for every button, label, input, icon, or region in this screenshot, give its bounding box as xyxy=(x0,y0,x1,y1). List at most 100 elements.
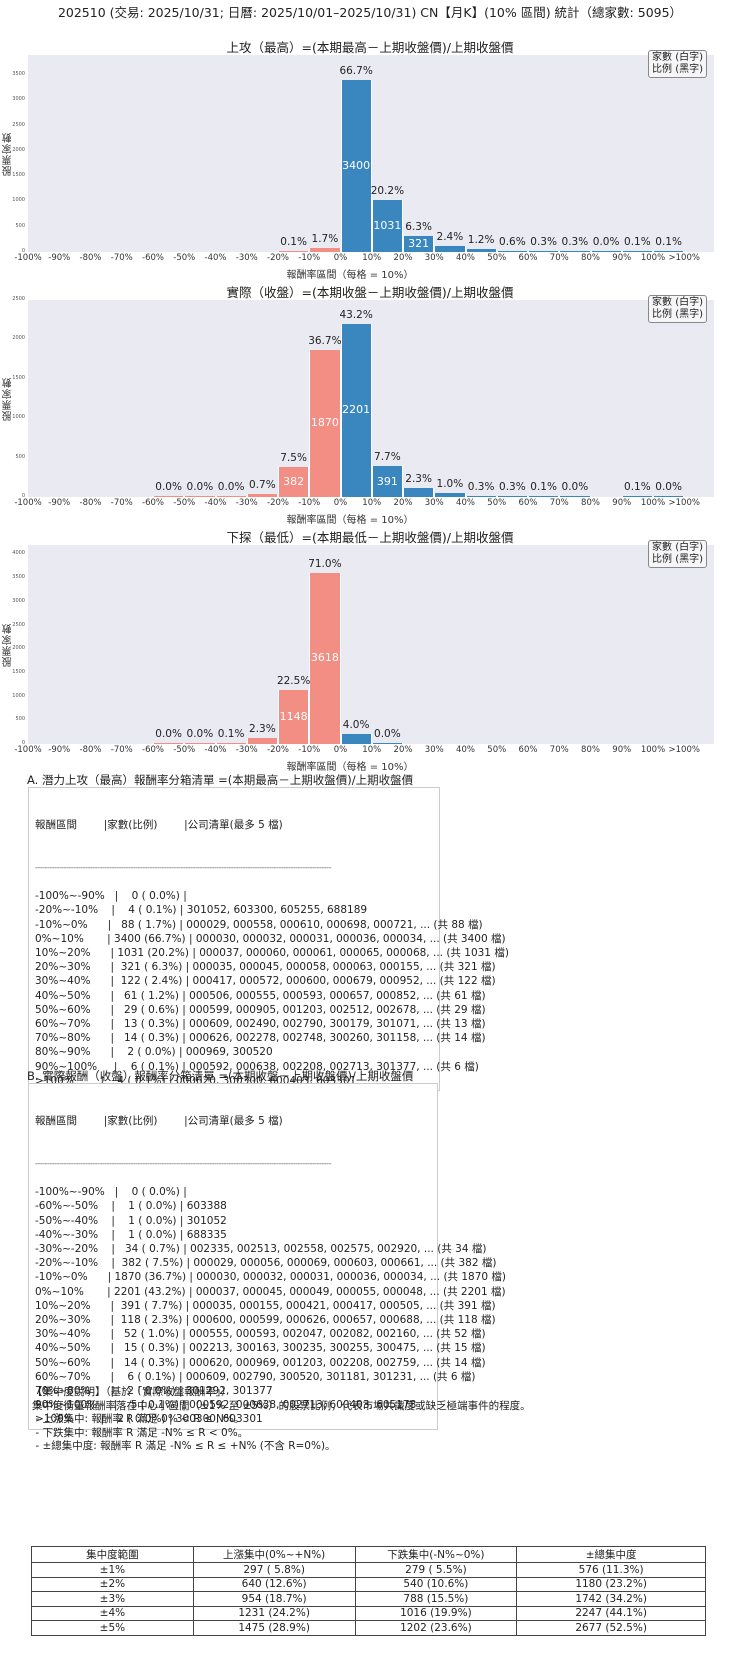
y-tick-label: 2000 xyxy=(12,645,25,652)
table-cell: 1475 (28.9%) xyxy=(192,1620,356,1636)
bar-percent-label: 0.0% xyxy=(186,480,214,493)
x-axis-label: 報酬率區間（每格 = 10%） xyxy=(286,270,414,281)
x-tick-label: -20% xyxy=(267,253,289,263)
x-tick-label: 20% xyxy=(393,498,413,508)
list-row: 10%~20% | 1031 (20.2%) | 000037, 000060,… xyxy=(35,947,509,960)
bar-percent-label: 0.1% xyxy=(217,727,245,740)
x-tick-label: -60% xyxy=(142,745,164,755)
histogram-bar xyxy=(153,742,185,744)
x-tick-label: 80% xyxy=(581,498,600,508)
page-title: 202510 (交易: 2025/10/31; 日曆: 2025/10/01–2… xyxy=(57,5,683,20)
bar-percent-label: 2.3% xyxy=(249,723,276,736)
concentration-line: - ±總集中度: 報酬率 R 滿足 -N% ≤ R ≤ +N% (不含 R=0%… xyxy=(32,1440,336,1452)
bar-count-label: 382 xyxy=(283,474,305,488)
list-row: 0%~10% | 2201 (43.2%) | 000037, 000045, … xyxy=(35,1285,506,1298)
list-row: 50%~60% | 14 ( 0.3%) | 000620, 000969, 0… xyxy=(35,1356,486,1369)
section-b-title: B. 實際報酬（收盤）報酬率分箱清單 =(本期收盤－上期收盤價)/上期收盤價 xyxy=(27,1069,414,1083)
histogram-bar xyxy=(621,495,653,497)
bar-percent-label: 0.1% xyxy=(530,480,557,493)
bar-count-label: 1031 xyxy=(373,218,402,232)
histogram-bar xyxy=(465,248,497,252)
bar-percent-label: 20.2% xyxy=(370,184,405,197)
x-tick-label: 100% xyxy=(640,253,666,263)
histogram-bar: 1031 xyxy=(371,199,403,252)
list-row: -20%~-10% | 382 ( 7.5%) | 000029, 000056… xyxy=(35,1257,497,1270)
x-tick-label: -80% xyxy=(79,745,102,755)
x-tick-label: 10% xyxy=(362,253,382,263)
table-row: ±3% 954 (18.7%) 788 (15.5%) 1742 (34.2%) xyxy=(31,1591,706,1607)
histogram-bar xyxy=(309,247,341,252)
table-cell: 1231 (24.2%) xyxy=(192,1605,356,1621)
list-row: 50%~60% | 29 ( 0.6%) | 000599, 000905, 0… xyxy=(35,1003,486,1016)
bar-percent-label: 22.5% xyxy=(276,674,311,687)
histogram-bar: 321 xyxy=(403,235,435,252)
table-row: ±2% 640 (12.6%) 540 (10.6%) 1180 (23.2%) xyxy=(31,1576,706,1592)
bar-percent-label: 1.0% xyxy=(436,477,464,490)
x-tick-label: 80% xyxy=(581,253,600,263)
histogram-bar xyxy=(465,495,497,497)
bar-percent-label: 1.2% xyxy=(467,233,495,246)
histogram-bar: 1148 xyxy=(278,689,310,744)
y-tick-label: 2500 xyxy=(12,621,25,628)
y-tick-label: 1000 xyxy=(12,197,25,204)
y-tick-label: 2000 xyxy=(12,335,25,342)
list-row: 90%~100% | 6 ( 0.1%) | 000592, 000638, 0… xyxy=(35,1060,479,1073)
bar-count-label: 3618 xyxy=(310,651,339,665)
table-cell: 2247 (44.1%) xyxy=(516,1605,706,1621)
bar-percent-label: 71.0% xyxy=(308,557,342,570)
bar-percent-label: 0.0% xyxy=(592,235,620,248)
x-tick-label: -10% xyxy=(298,745,321,755)
x-tick-label: -30% xyxy=(235,745,258,755)
legend-entry: 家數 (白字) xyxy=(652,52,703,63)
x-tick-label: 50% xyxy=(487,745,507,755)
bar-percent-label: 0.3% xyxy=(499,480,526,493)
histogram-bar xyxy=(559,250,591,252)
x-tick-label: 10% xyxy=(362,498,382,508)
x-axis-label: 報酬率區間（每格 = 10%） xyxy=(286,515,414,526)
x-tick-label: -100% xyxy=(14,253,42,263)
bar-count-label: 391 xyxy=(376,474,398,488)
bar-percent-label: 4.0% xyxy=(342,719,370,732)
bar-percent-label: 0.0% xyxy=(155,727,182,740)
list-row: 60%~70% | 13 ( 0.3%) | 000609, 002490, 0… xyxy=(35,1018,486,1031)
x-tick-label: 30% xyxy=(424,745,444,755)
histogram-bar xyxy=(278,250,310,252)
x-tick-label: 70% xyxy=(549,253,569,263)
histogram-bar xyxy=(496,250,528,252)
bar-count-label: 1148 xyxy=(279,709,308,723)
x-tick-label: -10% xyxy=(298,253,321,263)
histogram-bar: 1870 xyxy=(309,349,341,497)
table-cell: ±5% xyxy=(31,1620,194,1636)
x-tick-label: -50% xyxy=(173,498,196,508)
section-b-header: 報酬區間 |家數(比例) |公司清單(最多 5 檔) xyxy=(35,1115,283,1128)
x-tick-label: 100% xyxy=(640,745,666,755)
table-cell: 640 (12.6%) xyxy=(192,1576,356,1592)
y-tick-label: 1500 xyxy=(12,668,25,675)
bar-percent-label: 66.7% xyxy=(339,65,373,78)
x-tick-label: 50% xyxy=(487,498,507,508)
list-row: 40%~50% | 15 ( 0.3%) | 002213, 300163, 3… xyxy=(35,1342,486,1355)
x-tick-label: 0% xyxy=(333,498,348,508)
x-tick-label: 50% xyxy=(487,253,507,263)
concentration-title: 【集中度說明】（基於「實際收盤報酬率」） xyxy=(32,1386,232,1398)
plot-area: 3400 1031 321 xyxy=(28,55,714,252)
plot-area: 1148 3618 xyxy=(28,545,714,744)
y-tick-label: 0 xyxy=(21,740,25,746)
y-tick-label: 1000 xyxy=(12,692,25,699)
x-tick-label: 30% xyxy=(424,253,444,263)
x-tick-label: -90% xyxy=(48,498,71,508)
bar-percent-label: 0.7% xyxy=(249,479,276,492)
x-tick-label: 0% xyxy=(333,745,348,755)
bar-count-label: 2201 xyxy=(342,403,371,417)
chart-low-return: 下探（最低）=(本期最低－上期收盤價)/上期收盤價 1148 3618 0 500 100… xyxy=(0,526,740,773)
bar-percent-label: 0.0% xyxy=(217,480,245,493)
bar-percent-label: 0.0% xyxy=(374,727,401,740)
histogram-bar: 3400 xyxy=(340,80,372,252)
bar-percent-label: 0.1% xyxy=(655,235,682,248)
bar-percent-label: 0.0% xyxy=(561,480,589,493)
x-tick-label: 20% xyxy=(393,253,413,263)
legend-entry: 比例 (黑字) xyxy=(652,309,703,320)
y-axis-label: 股票家數 xyxy=(3,376,14,421)
bar-count-label: 321 xyxy=(408,236,430,250)
x-tick-label: -40% xyxy=(204,498,227,508)
